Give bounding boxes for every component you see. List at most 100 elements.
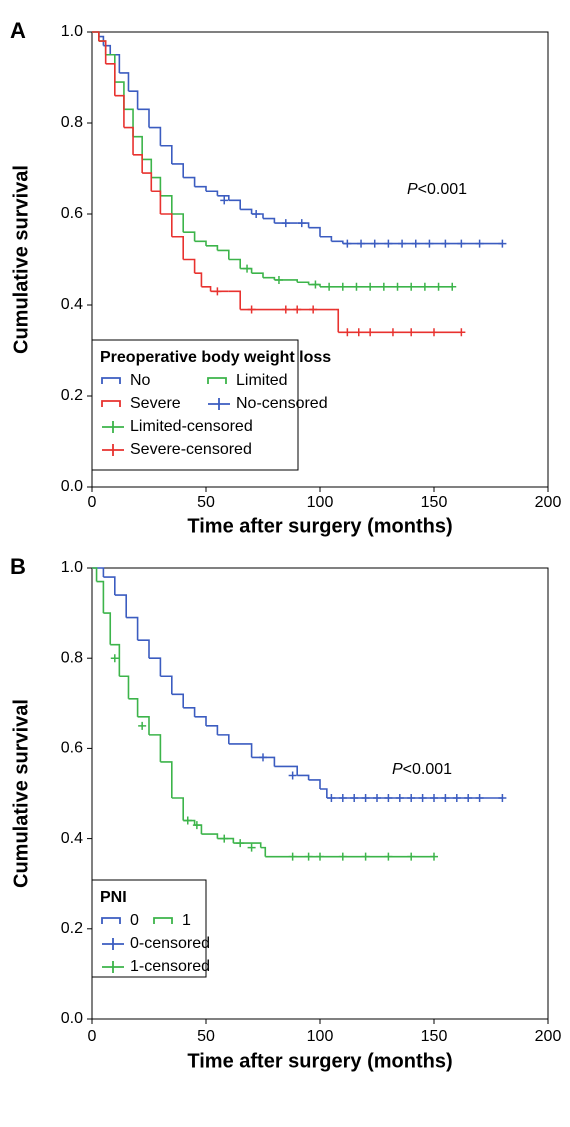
censor-mark	[407, 328, 416, 337]
survival-step	[126, 616, 139, 641]
legend-title: PNI	[100, 889, 127, 906]
y-tick-label: 0.6	[61, 205, 83, 222]
y-tick-label: 1.0	[61, 559, 83, 576]
x-tick-label: 0	[88, 494, 97, 511]
annotation-italic: P	[392, 761, 403, 778]
survival-step	[183, 707, 196, 717]
annotation-italic: P	[407, 181, 418, 198]
censor-mark	[398, 239, 407, 248]
censor-mark	[420, 282, 429, 291]
survival-step	[308, 226, 321, 237]
x-tick-label: 50	[197, 1028, 215, 1045]
censor-mark	[407, 794, 416, 803]
survival-step	[142, 172, 153, 192]
censor-mark	[352, 282, 361, 291]
annotation: P<0.001	[407, 181, 467, 198]
survival-step	[160, 675, 173, 695]
survival-step	[149, 734, 162, 762]
censor-mark	[384, 852, 393, 861]
censor-mark	[418, 794, 427, 803]
legend-label: 0	[130, 912, 139, 929]
legend-icon	[153, 917, 173, 924]
censor-mark	[311, 280, 320, 289]
censor-mark	[220, 196, 229, 205]
panel-label: A	[10, 18, 26, 43]
censor-mark	[309, 305, 318, 314]
censor-mark	[357, 239, 366, 248]
censor-mark	[236, 839, 245, 848]
annotation-text: <0.001	[403, 761, 452, 778]
legend-label: 0-censored	[130, 935, 210, 952]
censor-mark	[220, 834, 229, 843]
survival-step	[119, 675, 130, 699]
survival-step	[320, 788, 328, 799]
censor-mark	[411, 239, 420, 248]
censor-mark	[316, 852, 324, 861]
y-tick-label: 0.4	[61, 296, 83, 313]
censor-mark	[370, 239, 379, 248]
censor-mark	[475, 239, 484, 248]
survival-step	[160, 213, 173, 237]
survival-step	[98, 40, 107, 55]
legend-label: Severe	[130, 395, 181, 412]
survival-step	[123, 108, 134, 137]
survival-step	[320, 235, 333, 242]
panel-label: B	[10, 554, 26, 579]
survival-step	[103, 576, 116, 596]
survival-step	[149, 126, 162, 146]
legend-icon	[102, 961, 124, 973]
survival-step	[171, 213, 184, 233]
legend-icon	[207, 377, 227, 384]
survival-step	[119, 72, 130, 92]
censor-mark	[243, 264, 252, 273]
survival-step	[160, 144, 173, 164]
survival-step	[137, 639, 150, 659]
survival-step	[149, 657, 162, 677]
legend-icon	[102, 444, 124, 456]
y-tick-label: 0.4	[61, 830, 83, 847]
censor-mark	[343, 239, 352, 248]
censor-mark	[464, 794, 473, 803]
censor-mark	[183, 816, 192, 825]
legend-label: Limited-censored	[130, 418, 253, 435]
survival-step	[98, 40, 107, 64]
censor-mark	[327, 794, 336, 803]
survival-step	[206, 245, 219, 251]
survival-step	[217, 249, 230, 260]
censor-mark	[384, 239, 393, 248]
x-tick-label: 200	[535, 1028, 562, 1045]
survival-step	[98, 35, 105, 46]
x-axis-label: Time after surgery (months)	[187, 515, 452, 537]
censor-mark	[259, 753, 267, 762]
censor-mark	[407, 852, 416, 861]
legend-label: 1-censored	[130, 958, 210, 975]
censor-mark	[498, 794, 507, 803]
censor-mark	[247, 843, 256, 852]
annotation: P<0.001	[392, 761, 452, 778]
survival-step	[240, 208, 253, 214]
censor-mark	[288, 852, 297, 861]
x-tick-label: 100	[307, 494, 334, 511]
x-tick-label: 50	[197, 494, 215, 511]
x-tick-label: 100	[307, 1028, 334, 1045]
survival-step	[133, 154, 143, 174]
x-tick-label: 200	[535, 494, 562, 511]
censor-mark	[498, 239, 507, 248]
censor-mark	[343, 328, 352, 337]
legend-icon	[102, 938, 124, 950]
y-axis-label: Cumulative survival	[10, 165, 32, 354]
survival-step	[105, 53, 116, 83]
survival-step	[260, 846, 267, 857]
survival-step	[92, 31, 100, 42]
censor-mark	[304, 852, 313, 861]
survival-step	[128, 90, 139, 110]
censor-mark	[407, 282, 416, 291]
censor-mark	[252, 210, 261, 218]
censor-mark	[388, 328, 397, 337]
survival-step	[123, 126, 134, 155]
survival-step	[297, 281, 310, 285]
y-tick-label: 0.8	[61, 114, 83, 131]
survival-step	[142, 158, 153, 178]
annotation-text: <0.001	[418, 181, 467, 198]
censor-mark	[434, 282, 443, 291]
